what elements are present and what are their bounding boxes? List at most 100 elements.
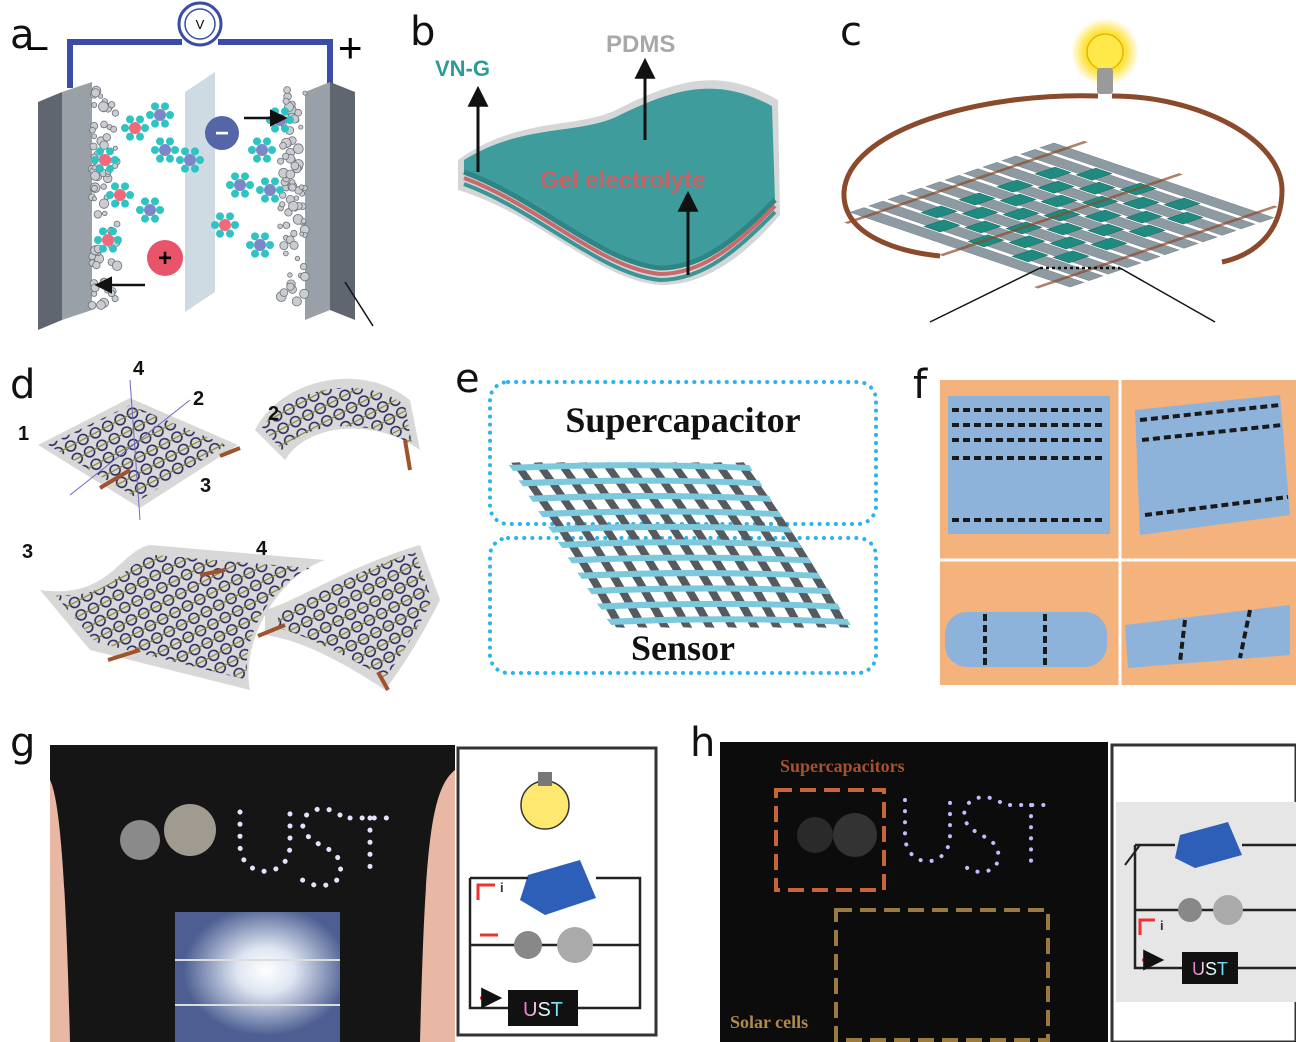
ion [219,219,231,231]
weft-strip [1128,224,1166,238]
panel-g: g i UST [10,720,658,1042]
solvent-molecule [166,137,174,146]
panel-b: b VN-G PDMS Gel electrolyte [410,9,780,285]
weft-strip [1163,197,1201,211]
electrode-particle [299,288,310,299]
solvent-molecule [96,164,104,173]
box-label: Supercapacitor [565,400,800,440]
weft-strip [1125,210,1163,224]
electrode-particle [282,97,290,105]
panel-d: d 4 2 1 3 2 3 4 [10,358,440,691]
decoration [1182,952,1238,984]
solvent-molecule [271,124,279,133]
solvent-molecule [256,186,264,194]
weft-strip [999,193,1037,207]
electrode-particle [113,220,121,228]
decoration [67,39,333,88]
electrode-particle [98,198,110,209]
solvent-molecule [263,154,271,163]
decoration [520,860,596,915]
decoration [38,92,62,330]
electrode-particle [299,231,305,237]
electrode-particle [90,283,100,293]
electrode-particle [279,241,289,251]
electrode-particle [284,208,293,217]
negative-sign: − [26,27,49,71]
solvent-molecule [181,147,189,156]
decoration [1119,267,1216,323]
fabric-stripe [1144,495,1289,517]
mesh-yarn [547,523,792,533]
decoration [841,93,1285,265]
panel-label: g [10,720,35,766]
solvent-molecule [156,137,164,146]
decoration [305,82,330,320]
solvent-molecule [136,206,144,214]
electrode-particle [90,88,101,98]
solvent-molecule [268,146,276,154]
solvent-molecule [231,189,239,198]
view-number: 1 [18,423,29,445]
electrode-particle [112,145,118,151]
electrode-particle [285,169,296,180]
decoration [98,468,132,490]
mesh-yarn [606,616,851,626]
weft-strip [996,179,1034,193]
decoration [278,552,432,678]
electrode-particle [282,152,290,160]
decoration [257,623,286,638]
decoration [1213,895,1243,925]
voltmeter-label: V [196,17,205,32]
electrode-particle [91,196,97,202]
solvent-molecule [106,147,114,156]
decoration [508,990,578,1026]
solvent-molecule [121,182,129,191]
solvent-molecule [211,221,219,229]
solvent-molecule [161,102,169,111]
solvent-molecule [241,172,249,181]
solvent-molecule [111,182,119,191]
decoration [834,908,1050,1042]
electrode-particle [289,240,299,250]
box-label: Sensor [631,628,735,668]
solvent-molecule [253,137,261,146]
solvent-molecule [166,111,174,119]
region-label: Supercapacitors [780,756,905,776]
electrode-particle [282,221,291,229]
decoration [1138,918,1160,960]
mesh-yarn [567,554,812,564]
solvent-molecule [151,119,159,128]
solvent-molecule [151,102,159,111]
solvent-molecule [261,249,269,258]
electrode-particle [91,165,97,171]
ion [184,154,196,166]
solvent-molecule [146,111,154,119]
fabric-stripe [1238,609,1252,659]
electrode-particle [89,142,98,151]
solvent-molecule [109,244,117,253]
current-label: i [1160,918,1164,933]
solvent-molecule [216,212,224,221]
electrode-particle [98,101,109,112]
electrode-strip [844,140,1088,224]
electrode-particle [279,201,286,208]
decoration [330,82,355,320]
solvent-molecule [271,194,279,203]
solvent-molecule [231,172,239,181]
solvent-molecule [281,124,289,133]
view-number: 2 [268,403,279,425]
ion [144,204,156,216]
decoration [344,281,374,327]
weft-strip [1046,222,1084,236]
electrode-particle [283,86,291,94]
mesh-yarn [508,462,753,472]
load-label: UST [1192,959,1228,979]
weft-strip [1008,235,1046,249]
electrode-particle [294,255,301,262]
solvent-molecule [121,124,129,132]
solvent-molecule [246,181,254,189]
electrode-particle [293,143,304,155]
mesh-yarn [557,539,802,549]
solvent-molecule [251,249,259,258]
